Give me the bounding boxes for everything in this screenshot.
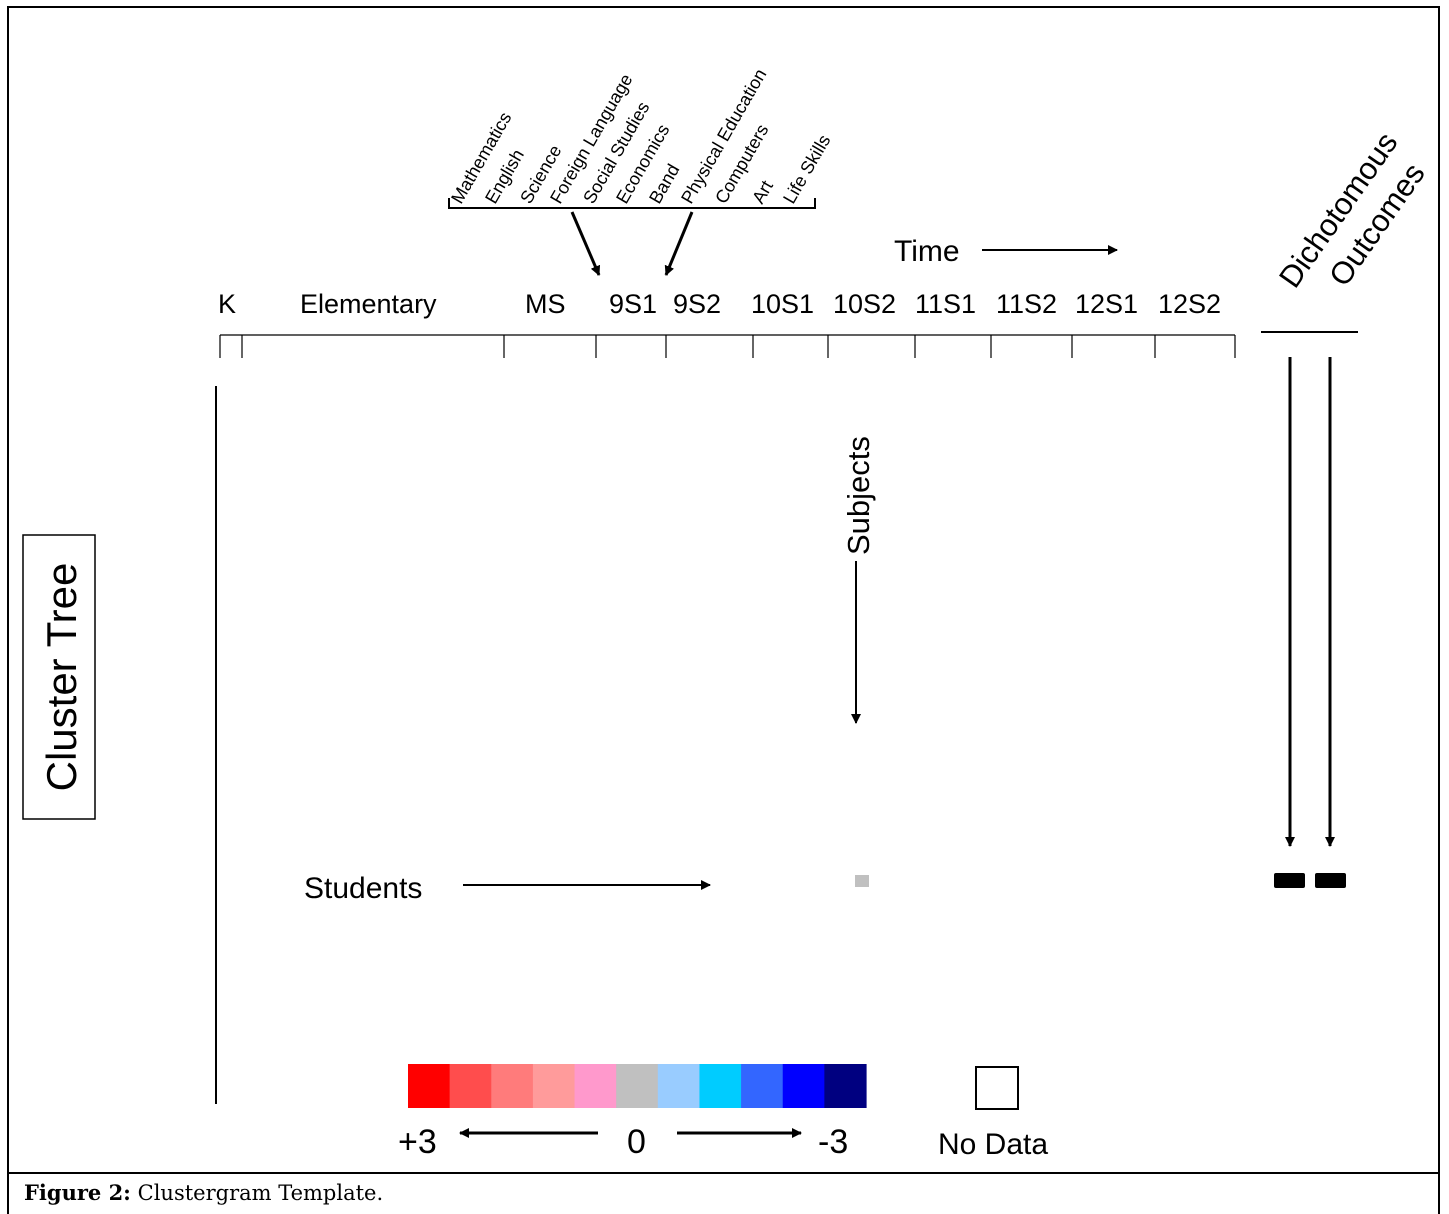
period-12s1: 12S1 <box>1075 289 1138 319</box>
caption-text: Clustergram Template. <box>130 1181 384 1205</box>
subject-label-art: Art <box>748 177 777 207</box>
color-legend <box>408 1064 867 1108</box>
students-label: Students <box>304 872 422 905</box>
bracket-arrow-9s2 <box>664 211 694 276</box>
legend-swatch-5 <box>616 1064 659 1108</box>
no-data-swatch <box>975 1066 1019 1110</box>
sample-cell <box>855 875 869 887</box>
legend-swatch-8 <box>741 1064 784 1108</box>
subjects-bracket <box>448 198 816 209</box>
legend-zero-label: 0 <box>627 1123 646 1161</box>
legend-swatch-1 <box>449 1064 492 1108</box>
legend-swatch-6 <box>657 1064 701 1108</box>
subjects-label: Subjects <box>841 436 876 555</box>
period-ms: MS <box>525 289 566 319</box>
subject-label-life-skills: Life Skills <box>779 131 834 207</box>
legend-swatch-2 <box>491 1064 534 1108</box>
legend-swatch-3 <box>532 1064 576 1108</box>
legend-minus-label: -3 <box>818 1123 848 1161</box>
outcome-marker-1 <box>1274 873 1305 888</box>
period-elementary: Elementary <box>300 289 437 319</box>
caption-number: Figure 2: <box>24 1180 131 1205</box>
legend-swatch-7 <box>699 1064 742 1108</box>
legend-swatch-9 <box>782 1064 825 1108</box>
time-label: Time <box>894 235 960 268</box>
cluster-tree-label: Cluster Tree <box>38 563 85 792</box>
caption-frame <box>7 1174 1440 1214</box>
legend-swatch-4 <box>574 1064 617 1108</box>
figure-caption: Figure 2: Clustergram Template. <box>24 1180 383 1205</box>
legend-swatch-10 <box>824 1064 867 1108</box>
period-9s2: 9S2 <box>673 289 721 319</box>
time-axis <box>219 334 1236 358</box>
period-k: K <box>218 289 236 319</box>
legend-plus-label: +3 <box>398 1123 437 1161</box>
outcome-marker-2 <box>1315 873 1346 888</box>
period-11s2: 11S2 <box>996 289 1057 319</box>
period-12s2: 12S2 <box>1158 289 1221 319</box>
period-11s1: 11S1 <box>915 289 976 319</box>
period-10s1: 10S1 <box>751 289 814 319</box>
cluster-tree-box <box>22 534 96 820</box>
period-10s2: 10S2 <box>833 289 896 319</box>
period-9s1: 9S1 <box>609 289 657 319</box>
legend-swatch-0 <box>408 1064 451 1108</box>
figure-frame <box>7 6 1440 1174</box>
no-data-label: No Data <box>938 1128 1048 1161</box>
bracket-arrow-9s1 <box>570 211 601 276</box>
